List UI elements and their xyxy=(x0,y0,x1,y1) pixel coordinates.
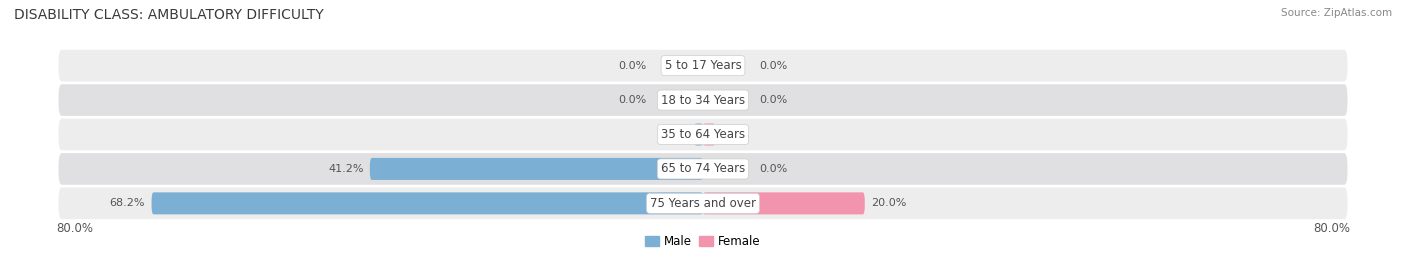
Text: 0.0%: 0.0% xyxy=(619,95,647,105)
Text: 18 to 34 Years: 18 to 34 Years xyxy=(661,94,745,107)
Text: 0.0%: 0.0% xyxy=(759,61,787,71)
Text: 0.0%: 0.0% xyxy=(619,61,647,71)
Text: 65 to 74 Years: 65 to 74 Years xyxy=(661,162,745,175)
Text: DISABILITY CLASS: AMBULATORY DIFFICULTY: DISABILITY CLASS: AMBULATORY DIFFICULTY xyxy=(14,8,323,22)
FancyBboxPatch shape xyxy=(703,192,865,214)
Legend: Male, Female: Male, Female xyxy=(641,230,765,253)
FancyBboxPatch shape xyxy=(59,50,1347,82)
Text: 75 Years and over: 75 Years and over xyxy=(650,197,756,210)
Text: 20.0%: 20.0% xyxy=(872,198,907,208)
Text: 41.2%: 41.2% xyxy=(328,164,363,174)
Text: 68.2%: 68.2% xyxy=(110,198,145,208)
FancyBboxPatch shape xyxy=(703,123,716,146)
Text: Source: ZipAtlas.com: Source: ZipAtlas.com xyxy=(1281,8,1392,18)
FancyBboxPatch shape xyxy=(59,84,1347,116)
FancyBboxPatch shape xyxy=(59,187,1347,219)
Text: 35 to 64 Years: 35 to 64 Years xyxy=(661,128,745,141)
Text: 1.5%: 1.5% xyxy=(721,129,749,140)
Text: 0.0%: 0.0% xyxy=(759,164,787,174)
Text: 1.1%: 1.1% xyxy=(659,129,688,140)
FancyBboxPatch shape xyxy=(152,192,703,214)
Text: 0.0%: 0.0% xyxy=(759,95,787,105)
FancyBboxPatch shape xyxy=(59,119,1347,150)
Text: 80.0%: 80.0% xyxy=(56,222,93,235)
FancyBboxPatch shape xyxy=(370,158,703,180)
FancyBboxPatch shape xyxy=(695,123,703,146)
Text: 5 to 17 Years: 5 to 17 Years xyxy=(665,59,741,72)
Text: 80.0%: 80.0% xyxy=(1313,222,1350,235)
FancyBboxPatch shape xyxy=(59,153,1347,185)
